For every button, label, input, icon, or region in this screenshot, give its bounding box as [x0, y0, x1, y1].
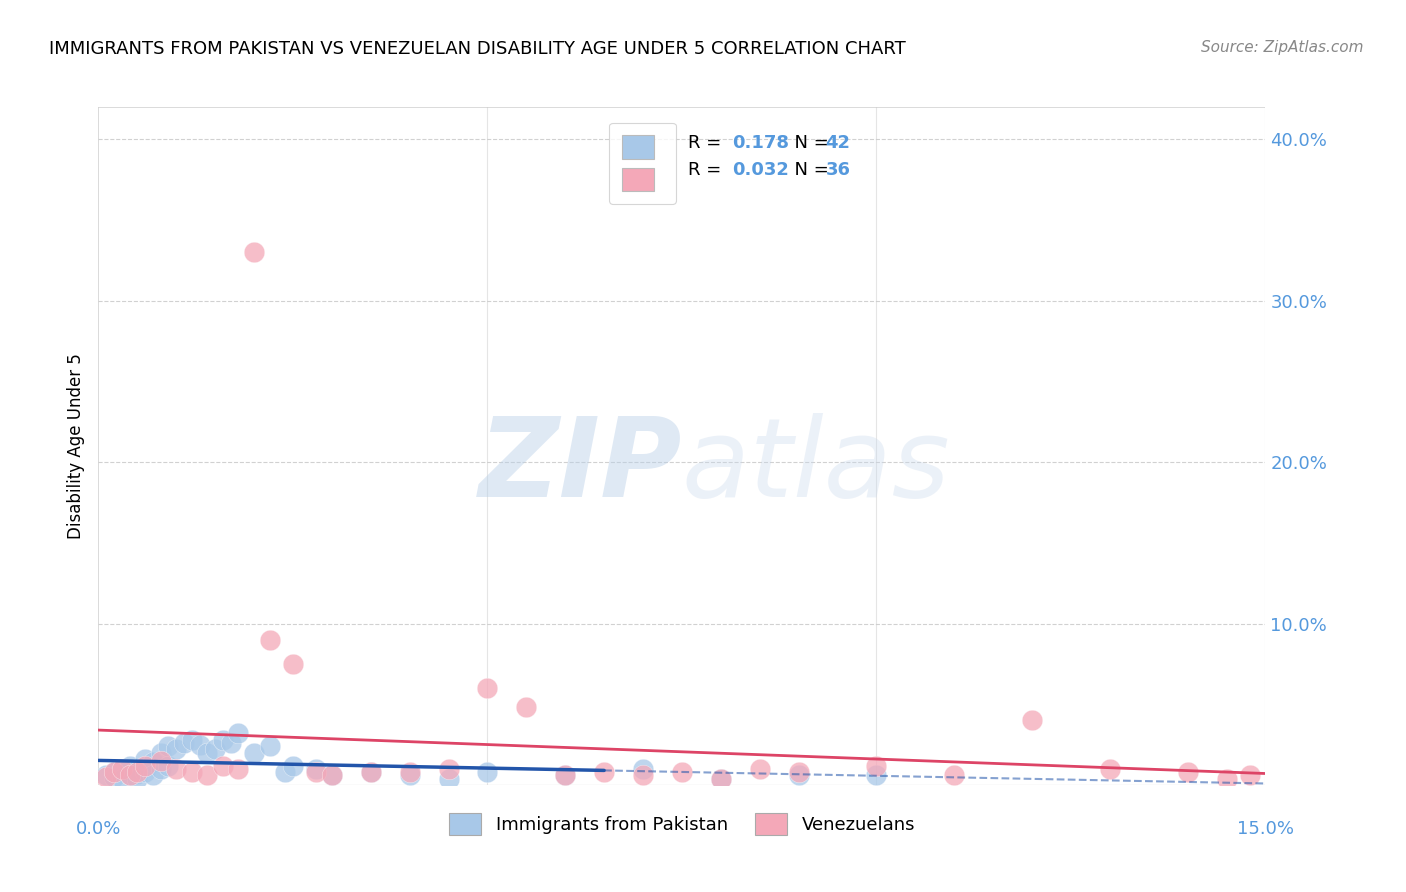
Point: [865, 758, 887, 772]
Y-axis label: Disability Age Under 5: Disability Age Under 5: [66, 353, 84, 539]
Point: [748, 762, 770, 776]
Point: [212, 732, 235, 747]
Point: [127, 765, 149, 780]
Point: [165, 762, 187, 776]
Point: [118, 768, 141, 782]
Point: [118, 758, 141, 772]
Point: [631, 768, 654, 782]
Point: [281, 758, 304, 772]
Text: R =: R =: [688, 134, 727, 153]
Point: [111, 762, 134, 776]
Point: [127, 762, 149, 776]
Point: [157, 758, 180, 772]
Point: [437, 762, 460, 776]
Point: [943, 768, 966, 782]
Point: [305, 762, 328, 776]
Point: [103, 765, 125, 780]
Point: [149, 746, 172, 760]
Point: [554, 768, 576, 782]
Point: [111, 762, 134, 776]
Point: [195, 746, 218, 760]
Point: [180, 765, 202, 780]
Point: [149, 762, 172, 776]
Point: [398, 768, 420, 782]
Text: Source: ZipAtlas.com: Source: ZipAtlas.com: [1201, 40, 1364, 55]
Text: IMMIGRANTS FROM PAKISTAN VS VENEZUELAN DISABILITY AGE UNDER 5 CORRELATION CHART: IMMIGRANTS FROM PAKISTAN VS VENEZUELAN D…: [49, 40, 905, 58]
Point: [305, 765, 328, 780]
Text: 0.0%: 0.0%: [76, 821, 121, 838]
Point: [593, 765, 616, 780]
Point: [173, 736, 195, 750]
Point: [212, 758, 235, 772]
Text: 0.032: 0.032: [733, 161, 789, 179]
Point: [243, 245, 266, 260]
Point: [204, 742, 226, 756]
Point: [180, 732, 202, 747]
Point: [321, 768, 343, 782]
Point: [710, 772, 733, 786]
Point: [219, 736, 242, 750]
Point: [515, 700, 537, 714]
Point: [134, 758, 156, 772]
Point: [118, 768, 141, 782]
Point: [157, 739, 180, 754]
Point: [787, 765, 810, 780]
Text: 15.0%: 15.0%: [1237, 821, 1294, 838]
Point: [710, 772, 733, 786]
Point: [671, 765, 693, 780]
Point: [228, 726, 250, 740]
Point: [477, 681, 499, 695]
Point: [281, 657, 304, 671]
Point: [1021, 714, 1043, 728]
Point: [165, 742, 187, 756]
Point: [1177, 765, 1199, 780]
Point: [127, 766, 149, 780]
Point: [259, 739, 281, 754]
Text: ZIP: ZIP: [478, 413, 682, 520]
Point: [111, 772, 134, 786]
Text: atlas: atlas: [682, 413, 950, 520]
Text: R =: R =: [688, 161, 727, 179]
Point: [477, 765, 499, 780]
Point: [195, 768, 218, 782]
Legend: Immigrants from Pakistan, Venezuelans: Immigrants from Pakistan, Venezuelans: [440, 804, 924, 844]
Point: [1098, 762, 1121, 776]
Point: [787, 768, 810, 782]
Text: 36: 36: [825, 161, 851, 179]
Point: [127, 772, 149, 786]
Text: 0.178: 0.178: [733, 134, 789, 153]
Text: N =: N =: [783, 161, 835, 179]
Point: [437, 772, 460, 786]
Point: [228, 762, 250, 776]
Point: [103, 770, 125, 784]
Point: [259, 632, 281, 647]
Point: [274, 765, 297, 780]
Point: [360, 765, 382, 780]
Point: [243, 746, 266, 760]
Point: [1215, 772, 1237, 786]
Text: 42: 42: [825, 134, 851, 153]
Point: [142, 756, 165, 770]
Point: [134, 752, 156, 766]
Point: [103, 765, 125, 780]
Point: [1239, 768, 1261, 782]
Point: [96, 770, 118, 784]
Point: [149, 754, 172, 768]
Point: [865, 768, 887, 782]
Point: [321, 768, 343, 782]
Point: [631, 762, 654, 776]
Text: N =: N =: [783, 134, 835, 153]
Point: [188, 738, 211, 752]
Point: [398, 765, 420, 780]
Point: [554, 768, 576, 782]
Point: [360, 765, 382, 780]
Point: [142, 768, 165, 782]
Point: [96, 768, 118, 782]
Point: [134, 765, 156, 780]
